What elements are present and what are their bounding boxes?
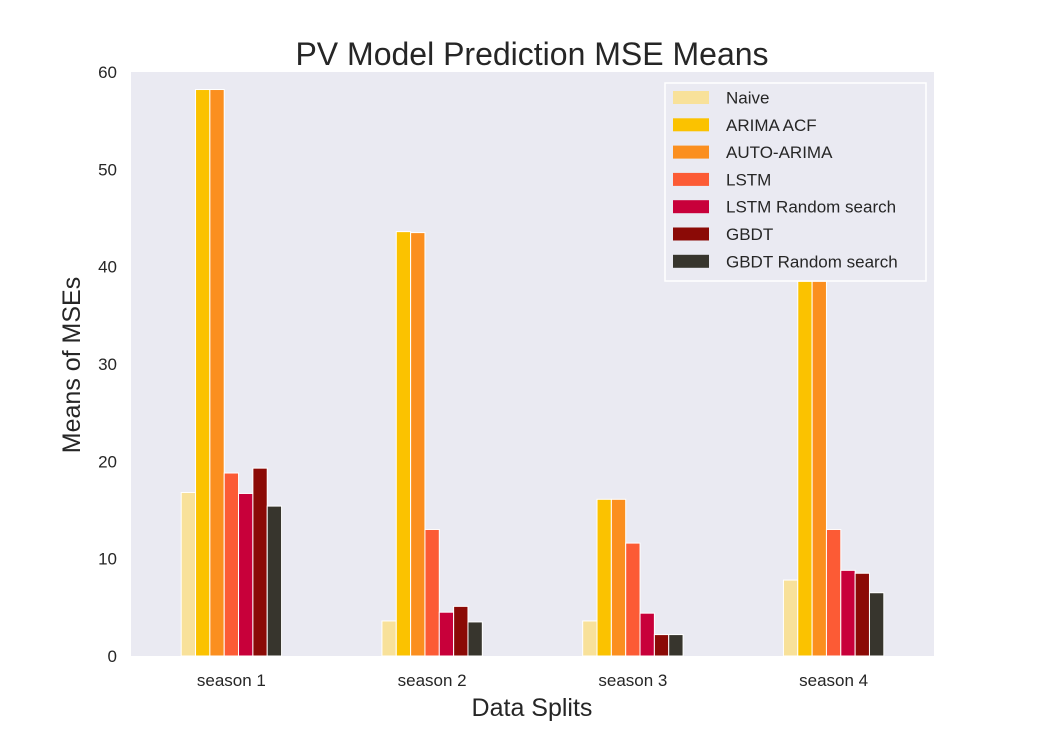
legend: Naive ARIMA ACF AUTO-ARIMA LSTM LSTM Random … [664,82,927,282]
legend-label: ARIMA ACF [726,116,817,135]
bar [195,89,211,657]
y-tick-label: 40 [98,258,117,277]
legend-swatch [673,145,709,159]
legend-label: GBDT [726,225,773,244]
legend-label: LSTM [726,170,771,189]
bar [668,634,684,657]
legend-label: LSTM Random search [726,198,896,217]
legend-swatch [673,200,709,214]
legend-swatch [673,118,709,132]
legend-label: Naive [726,89,769,108]
bar [782,579,799,657]
bar [840,569,856,657]
bar [610,498,627,657]
bar [395,231,412,657]
bar [180,491,197,657]
bar [811,280,827,657]
x-tick-label: season 1 [197,671,266,690]
legend-swatch [673,227,709,241]
bar [639,612,655,657]
bar [424,528,440,657]
bar [266,505,283,657]
legend-label: GBDT Random search [726,252,898,271]
bar [381,620,397,657]
bar [582,620,598,657]
x-axis-ticks: season 1 season 2 season 3 season 4 [197,671,868,690]
bar [223,472,240,657]
bar [825,528,842,657]
y-tick-label: 0 [108,647,117,666]
y-axis-ticks: 0 10 20 30 40 50 60 [98,63,117,666]
y-tick-label: 60 [98,63,117,82]
bar [854,572,870,657]
bar [209,89,225,657]
x-tick-label: season 3 [598,671,667,690]
x-axis-label: Data Splits [472,694,593,722]
chart-title: PV Model Prediction MSE Means [295,36,768,72]
bar [467,621,483,657]
bar [410,232,426,657]
y-tick-label: 10 [98,550,117,569]
bar [797,280,813,657]
bar [438,611,455,657]
bar [596,498,612,657]
legend-swatch [673,91,709,104]
y-tick-label: 30 [98,355,117,374]
bar [868,592,885,657]
y-tick-label: 20 [98,452,117,471]
x-tick-label: season 4 [799,671,868,690]
legend-label: AUTO-ARIMA [726,143,833,162]
legend-swatch [673,172,709,186]
bar [653,634,670,657]
bar [252,467,268,657]
legend-swatch [673,254,709,268]
bar [625,542,641,657]
bar [453,605,469,657]
x-tick-label: season 2 [398,671,467,690]
y-axis-label: Means of MSEs [58,277,86,453]
y-tick-label: 50 [98,160,117,179]
bar [238,492,254,657]
